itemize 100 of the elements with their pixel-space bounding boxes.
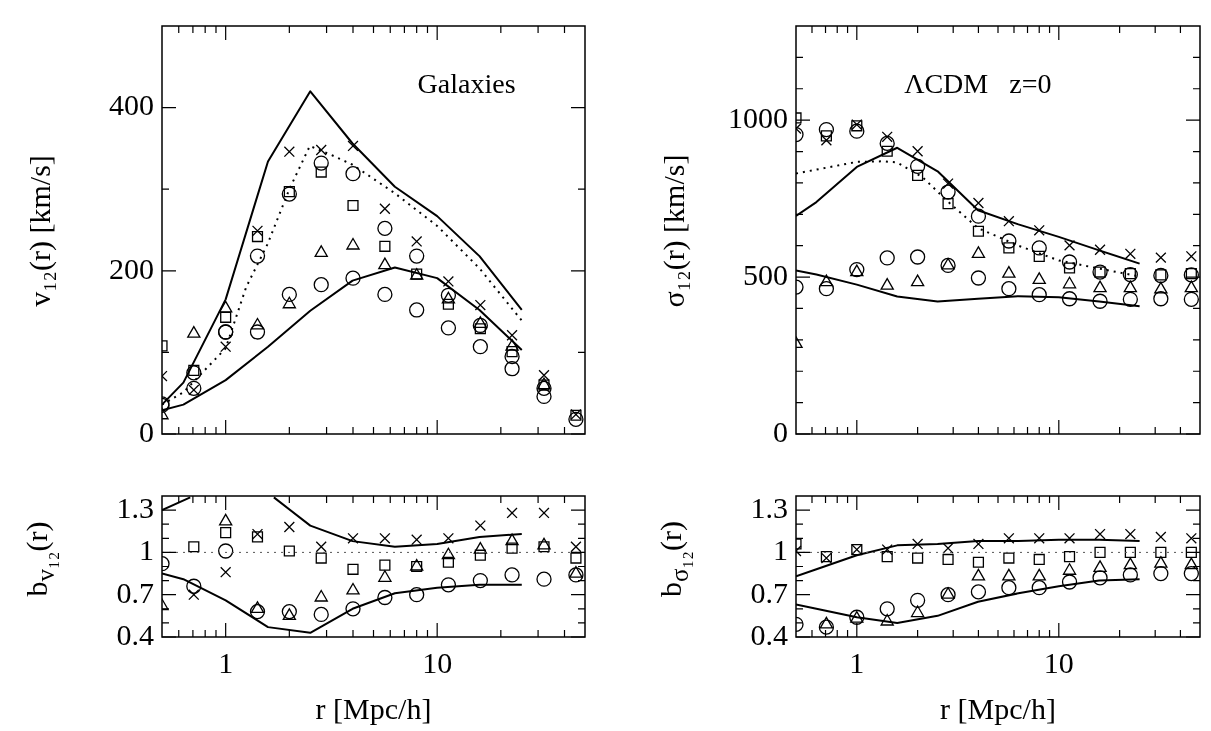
point: [880, 613, 894, 626]
point: [820, 130, 832, 142]
point: [1154, 556, 1168, 568]
point: [315, 541, 327, 553]
point: [1155, 546, 1167, 558]
point: [379, 203, 391, 215]
point: [218, 513, 233, 526]
point: [1123, 280, 1138, 293]
point: [879, 135, 895, 152]
point: [377, 589, 393, 606]
point: [1063, 262, 1076, 274]
point: [1061, 291, 1078, 307]
point: [909, 249, 926, 265]
point: [474, 549, 486, 561]
point: [1033, 532, 1045, 544]
point: [1062, 276, 1077, 289]
point: [345, 601, 361, 617]
point: [971, 246, 986, 258]
y-tick-label: 1000: [728, 101, 788, 135]
point: [970, 584, 987, 600]
point: [1183, 291, 1199, 308]
point: [1184, 280, 1199, 293]
point: [537, 537, 551, 550]
y-tick-label: 1: [773, 533, 788, 567]
point: [314, 589, 328, 602]
point: [1094, 244, 1106, 256]
point: [473, 541, 488, 554]
point: [881, 551, 893, 563]
point: [379, 240, 391, 252]
point: [568, 411, 584, 427]
point: [1032, 272, 1046, 285]
point: [1002, 568, 1016, 581]
point: [1033, 224, 1045, 236]
point: [818, 121, 835, 138]
point: [188, 541, 200, 553]
point: [1061, 254, 1078, 270]
point: [970, 270, 987, 286]
point: [538, 507, 550, 519]
point: [440, 320, 457, 336]
point: [283, 186, 295, 198]
point: [538, 369, 550, 381]
point: [314, 245, 328, 257]
point: [187, 325, 201, 338]
point: [1001, 233, 1017, 249]
y-axis-title: σ₁₂(r) [km/s]: [657, 154, 691, 308]
point: [377, 220, 393, 237]
point: [569, 565, 583, 578]
point: [378, 570, 392, 582]
point: [570, 552, 582, 564]
x-tick-label: 10: [422, 645, 453, 679]
y-tick-label: 0.4: [116, 617, 154, 651]
point: [1031, 287, 1047, 303]
point: [347, 199, 359, 212]
point: [879, 601, 895, 617]
point: [942, 198, 954, 210]
x-tick-label: 1: [849, 645, 865, 679]
y-tick-label: 0.7: [750, 575, 788, 609]
point: [1031, 580, 1047, 596]
point: [536, 388, 552, 405]
y-tick-label: 500: [743, 257, 788, 291]
point: [474, 299, 486, 311]
point: [186, 380, 202, 396]
point: [315, 144, 327, 156]
point: [912, 145, 924, 157]
point: [409, 248, 425, 264]
point: [1062, 563, 1077, 575]
point: [283, 521, 295, 533]
point: [504, 348, 520, 365]
point: [281, 286, 297, 303]
point: [1001, 281, 1017, 297]
point: [506, 542, 518, 554]
point: [1153, 565, 1169, 582]
point: [940, 257, 956, 274]
point: [346, 237, 360, 250]
point: [504, 567, 520, 583]
point: [379, 532, 391, 544]
point: [941, 257, 955, 270]
point: [1061, 574, 1078, 590]
point: [1094, 528, 1106, 540]
point: [315, 166, 327, 178]
point: [409, 302, 425, 318]
point: [1092, 293, 1108, 309]
point: [910, 605, 925, 618]
point: [536, 571, 552, 587]
annotation: ΛCDM z=0: [904, 68, 1052, 100]
point: [379, 559, 391, 571]
point: [313, 606, 329, 623]
point: [1185, 532, 1197, 544]
point: [1122, 291, 1138, 308]
point: [472, 339, 488, 355]
point: [881, 131, 893, 143]
point: [912, 169, 924, 181]
point: [249, 324, 266, 340]
point: [506, 329, 518, 341]
point: [1031, 240, 1047, 256]
point: [910, 274, 925, 287]
point: [281, 603, 297, 620]
point: [249, 603, 266, 620]
point: [568, 567, 584, 583]
point: [411, 534, 423, 546]
